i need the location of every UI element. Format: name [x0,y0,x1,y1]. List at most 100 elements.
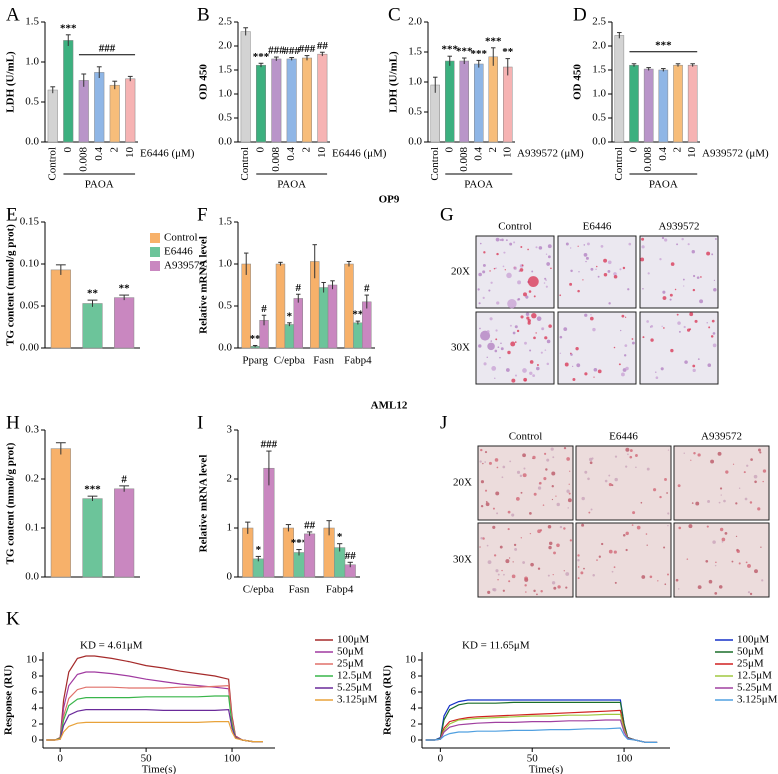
legend-label: 3.125μM [737,694,778,706]
stain-dot [677,484,681,488]
stain-dot [580,571,584,575]
stain-dot [647,272,650,275]
unit-label: E6446 (μM) [140,148,195,160]
y-tick-label: 2.5 [218,16,232,28]
stain-dot [714,237,717,240]
stain-dot [542,504,545,506]
stain-dot [494,458,499,462]
error-bar [119,485,130,492]
stain-dot [543,282,546,284]
stain-dot [483,362,487,366]
stain-dot [640,501,643,504]
stain-dot [646,467,650,471]
stain-dot [545,285,548,288]
stain-dot [482,462,484,465]
stain-dot [607,269,611,273]
stain-dot [695,501,700,506]
stain-dot [642,287,644,290]
stain-dot [515,497,520,501]
stain-dot [663,327,665,329]
stain-dot [697,453,701,457]
error-bar [346,260,352,267]
stain-dot [659,495,662,499]
stain-dot [613,346,616,349]
stain-dot [532,457,534,459]
stain-dot [650,338,654,342]
x-tick-label: 0.008 [458,147,470,172]
stain-dot [596,559,598,561]
stain-dot [487,342,495,351]
error-bar [96,66,102,78]
stain-dot [509,242,513,246]
stain-dot [735,502,738,505]
x-tick-label: 50 [527,753,539,765]
stain-dot [640,257,645,262]
stain-dot [486,330,490,334]
stain-dot [707,363,712,368]
stain-dot [546,262,550,266]
stain-dot [724,531,728,535]
stain-dot [559,352,562,354]
y-tick-label: 0 [32,734,38,746]
y-tick-label: 0.1 [25,522,39,534]
y-axis-label: TG content (mmol/g prot) [5,442,17,564]
stain-dot [666,573,669,576]
stain-dot [731,560,734,563]
stain-dot [524,576,528,581]
stain-dot [513,241,516,244]
legend-label: 3.125μM [337,694,378,706]
stain-dot [545,279,547,281]
stain-dot [578,271,580,273]
stain-dot [706,251,711,256]
significance-label: * [337,531,343,543]
stain-dot [544,452,547,455]
stain-dot [629,449,633,452]
significance-label: # [121,473,127,485]
column-label: Control [498,221,532,233]
legend-label: A939572 [164,260,205,272]
significance-label: ** [119,283,131,295]
stain-dot [493,267,496,270]
micrograph [475,235,555,309]
stain-dot [563,570,565,572]
stain-dot [516,329,520,333]
significance-label: *** [471,48,488,60]
stain-dot [657,580,659,582]
micrograph [673,522,770,598]
stain-dot [590,314,592,316]
stain-dot [583,567,585,570]
stain-dot [504,269,506,271]
stain-dot [479,242,482,245]
unit-label: A939572 (μM) [517,148,584,160]
stain-dot [533,492,537,496]
error-bar [631,63,637,67]
stain-dot [529,532,532,535]
legend-swatch [150,233,160,243]
error-bar [319,51,325,57]
stain-dot [525,295,529,299]
stain-dot [629,455,633,459]
stain-dot [649,575,653,579]
stain-dot [495,237,500,242]
error-bar [617,32,622,39]
x-tick-label: 0.4 [285,147,297,161]
stain-dot [684,360,688,364]
legend-label: E6446 [164,246,193,258]
stain-dot [678,526,682,530]
stain-dot [583,253,588,257]
y-axis-label: Response (RU) [3,665,15,735]
y-tick-label: 1.0 [25,56,39,68]
stain-dot [492,507,495,510]
stain-dot [547,244,552,249]
error-bar [258,62,264,68]
stain-dot [544,349,547,351]
stain-dot [505,239,508,242]
error-bar [447,55,452,66]
bar [50,448,71,578]
error-bar [50,86,56,94]
bar [687,64,698,143]
stain-dot [567,498,572,503]
stain-dot [537,486,542,490]
stain-dot [631,524,634,526]
stain-dot [631,338,634,340]
